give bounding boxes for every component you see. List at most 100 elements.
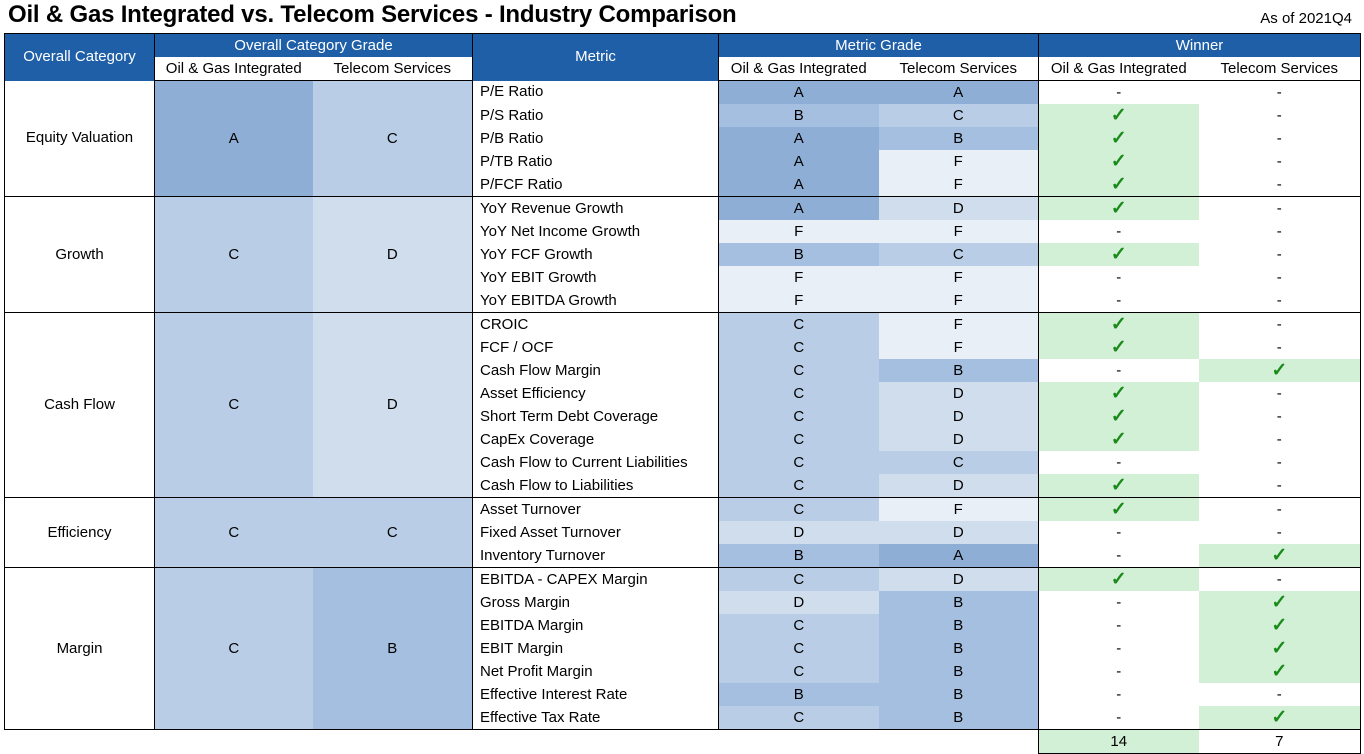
metric-name: Inventory Turnover xyxy=(472,544,719,568)
category-grade-industry-a: C xyxy=(154,497,313,568)
table-row: Margin C B EBITDA - CAPEX Margin C D ✓ - xyxy=(4,567,1362,730)
metric-grade-industry-b: C xyxy=(878,104,1040,127)
table-row: YoY EBITDA Growth F F - - xyxy=(5,289,1362,313)
winner-industry-b: - xyxy=(1198,80,1362,104)
metric-grade-industry-b: D xyxy=(878,521,1040,544)
metric-grade-industry-a: C xyxy=(718,614,879,637)
table-row: Effective Tax Rate C B - ✓ xyxy=(5,706,1362,730)
metric-grade-industry-a: F xyxy=(718,266,879,289)
metric-grade-industry-a: F xyxy=(718,289,879,313)
metric-name: P/FCF Ratio xyxy=(472,173,719,197)
metric-grade-industry-b: F xyxy=(878,173,1040,197)
category-name: Equity Valuation xyxy=(4,80,155,197)
category-grade-industry-b: C xyxy=(312,80,473,197)
table-row: FCF / OCF C F ✓ - xyxy=(5,336,1362,359)
winner-industry-b: - xyxy=(1198,104,1362,127)
metric-name: FCF / OCF xyxy=(472,336,719,359)
metric-grade-industry-a: C xyxy=(718,660,879,683)
table-row: YoY FCF Growth B C ✓ - xyxy=(5,243,1362,266)
metric-grade-industry-b: B xyxy=(878,614,1040,637)
metric-grade-industry-a: C xyxy=(718,382,879,405)
winner-industry-a: - xyxy=(1116,685,1122,703)
header-winner: Winner xyxy=(1038,33,1362,57)
table-row: Short Term Debt Coverage C D ✓ - xyxy=(5,405,1362,428)
table-row: Asset Efficiency C D ✓ - xyxy=(5,382,1362,405)
totals-row: 14 7 xyxy=(5,729,1362,754)
category-grade-industry-a: A xyxy=(154,80,313,197)
metric-grade-industry-b: D xyxy=(878,474,1040,498)
category-name: Efficiency xyxy=(4,497,155,568)
subheader-winner-industry-a: Oil & Gas Integrated xyxy=(1038,57,1199,81)
metric-grade-industry-b: F xyxy=(878,289,1040,313)
winner-industry-a: - xyxy=(1116,222,1122,240)
winner-industry-a: ✓ xyxy=(1038,336,1199,359)
metric-grade-industry-a: C xyxy=(718,567,879,591)
metric-grade-industry-b: F xyxy=(878,266,1040,289)
metric-grade-industry-b: A xyxy=(878,80,1040,104)
table-row: P/B Ratio A B ✓ - xyxy=(5,127,1362,150)
metric-grade-industry-a: B xyxy=(718,104,879,127)
winner-industry-b: ✓ xyxy=(1198,359,1362,382)
winner-industry-b: - xyxy=(1198,474,1362,498)
table-row: Cash Flow to Current Liabilities C C - - xyxy=(5,451,1362,474)
metric-grade-industry-a: C xyxy=(718,359,879,382)
table-row: Gross Margin D B - ✓ xyxy=(5,591,1362,614)
metric-grade-industry-a: C xyxy=(718,428,879,451)
category-name: Cash Flow xyxy=(4,312,155,498)
winner-industry-a: ✓ xyxy=(1038,428,1199,451)
winner-industry-b: ✓ xyxy=(1198,544,1362,568)
metric-name: P/TB Ratio xyxy=(472,150,719,173)
metric-name: Cash Flow Margin xyxy=(472,359,719,382)
metric-grade-industry-a: C xyxy=(718,451,879,474)
metric-name: P/S Ratio xyxy=(472,104,719,127)
metric-grade-industry-b: B xyxy=(878,359,1040,382)
table-row: Cash Flow Margin C B - ✓ xyxy=(5,359,1362,382)
winner-industry-a: - xyxy=(1116,453,1122,471)
table-row: Net Profit Margin C B - ✓ xyxy=(5,660,1362,683)
winner-industry-a: - xyxy=(1038,706,1199,730)
winner-industry-a: ✓ xyxy=(1038,312,1199,336)
metric-grade-industry-b: D xyxy=(878,567,1040,591)
metric-name: Fixed Asset Turnover xyxy=(472,521,719,544)
winner-industry-b: - xyxy=(1198,683,1362,706)
metric-grade-industry-b: F xyxy=(878,150,1040,173)
table-row: YoY Net Income Growth F F - - xyxy=(5,220,1362,243)
winner-industry-a: - xyxy=(1116,268,1122,286)
metric-grade-industry-b: B xyxy=(878,683,1040,706)
category-grade-industry-b: D xyxy=(312,196,473,313)
winner-industry-a: ✓ xyxy=(1038,405,1199,428)
winner-industry-a: ✓ xyxy=(1038,382,1199,405)
as-of-date: As of 2021Q4 xyxy=(1260,10,1352,27)
subheader-ocg-industry-b: Telecom Services xyxy=(312,57,473,81)
winner-industry-a: - xyxy=(1116,593,1122,611)
metric-grade-industry-a: C xyxy=(718,637,879,660)
winner-industry-b: - xyxy=(1198,336,1362,359)
winner-industry-b: - xyxy=(1198,243,1362,266)
table-row: P/FCF Ratio A F ✓ - xyxy=(5,173,1362,197)
winner-industry-a: - xyxy=(1116,83,1122,101)
winner-industry-a: ✓ xyxy=(1038,196,1199,220)
metric-grade-industry-a: B xyxy=(718,544,879,568)
winner-industry-a: - xyxy=(1038,544,1199,568)
winner-industry-a: - xyxy=(1038,289,1199,313)
metric-grade-industry-a: C xyxy=(718,497,879,521)
comparison-table: Overall Category Overall Category Grade … xyxy=(4,33,1362,754)
table-row: Fixed Asset Turnover D D - - xyxy=(5,521,1362,544)
metric-name: YoY EBIT Growth xyxy=(472,266,719,289)
winner-industry-a: ✓ xyxy=(1038,243,1199,266)
metric-grade-industry-a: A xyxy=(718,173,879,197)
metric-grade-industry-a: C xyxy=(718,474,879,498)
table-row: P/S Ratio B C ✓ - xyxy=(5,104,1362,127)
metric-grade-industry-b: F xyxy=(878,497,1040,521)
winner-industry-a: - xyxy=(1116,523,1122,541)
table-row: Equity Valuation A C P/E Ratio A A - - xyxy=(4,80,1362,197)
table-row: Cash Flow to Liabilities C D ✓ - xyxy=(5,474,1362,498)
header-metric-grade: Metric Grade xyxy=(718,33,1040,57)
header-overall-category-grade: Overall Category Grade xyxy=(154,33,473,57)
metric-name: YoY Net Income Growth xyxy=(472,220,719,243)
metric-grade-industry-b: F xyxy=(878,220,1040,243)
winner-industry-b: - xyxy=(1198,150,1362,173)
metric-grade-industry-a: F xyxy=(718,220,879,243)
metric-grade-industry-b: B xyxy=(878,637,1040,660)
page-title: Oil & Gas Integrated vs. Telecom Service… xyxy=(8,1,737,28)
